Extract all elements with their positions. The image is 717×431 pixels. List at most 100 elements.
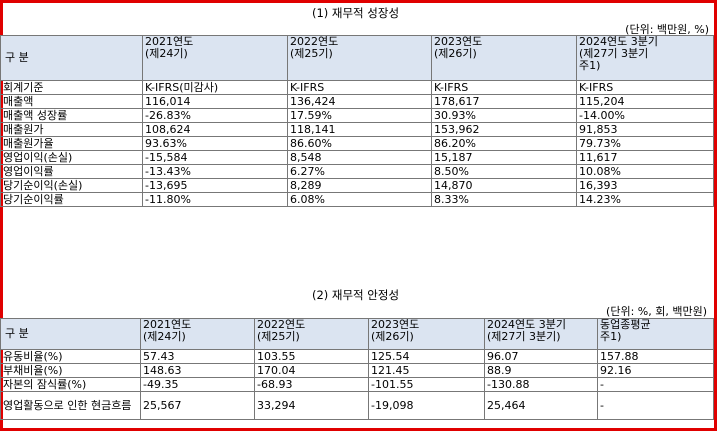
- row-label-cell: 영업활동으로 인한 현금흐름: [0, 391, 141, 420]
- value-cell: 14,870: [431, 178, 577, 193]
- value-cell: K-IFRS: [576, 80, 714, 95]
- growth-header-2022: 2022연도 (제25기): [287, 35, 432, 81]
- stability-header-label: 구 분: [0, 318, 141, 350]
- stability-header-2021: 2021연도 (제24기): [140, 318, 255, 350]
- value-cell: 25,464: [484, 391, 598, 420]
- value-cell: 91,853: [576, 122, 714, 137]
- growth-header-2021: 2021연도 (제24기): [142, 35, 288, 81]
- growth-table-row: 매출원가율 93.63% 86.60% 86.20% 79.73%: [0, 136, 714, 151]
- value-cell: 178,617: [431, 94, 577, 109]
- value-cell: 30.93%: [431, 108, 577, 123]
- row-label-cell: 영업이익(손실): [0, 150, 143, 165]
- growth-table-row: 매출액 성장률 -26.83% 17.59% 30.93% -14.00%: [0, 108, 714, 123]
- value-cell: 8.50%: [431, 164, 577, 179]
- value-cell: 103.55: [254, 349, 369, 364]
- value-cell: 8.33%: [431, 192, 577, 207]
- stability-header-2023: 2023연도 (제26기): [368, 318, 485, 350]
- value-cell: 92.16: [597, 363, 714, 378]
- stability-header-2022: 2022연도 (제25기): [254, 318, 369, 350]
- value-cell: -11.80%: [142, 192, 288, 207]
- value-cell: -68.93: [254, 377, 369, 392]
- value-cell: 79.73%: [576, 136, 714, 151]
- row-label-cell: 유동비율(%): [0, 349, 141, 364]
- row-label-cell: 매출액: [0, 94, 143, 109]
- row-label-cell: 회계기준: [0, 80, 143, 95]
- value-cell: -101.55: [368, 377, 485, 392]
- stability-table-row: 자본의 잠식률(%) -49.35 -68.93 -101.55 -130.88-: [0, 377, 714, 392]
- stability-table-row: 유동비율(%) 57.43 103.55 125.54 96.07 157.88: [0, 349, 714, 364]
- row-label-cell: 당기순이익(손실): [0, 178, 143, 193]
- growth-header-2023: 2023연도 (제26기): [431, 35, 577, 81]
- value-cell: 86.60%: [287, 136, 432, 151]
- stability-table: 구 분 2021연도 (제24기) 2022연도 (제25기) 2023연도 (…: [0, 318, 714, 420]
- row-label-cell: 자본의 잠식률(%): [0, 377, 141, 392]
- section2-unit: (단위: %, 회, 백만원): [606, 305, 707, 318]
- growth-table-row: 매출원가 108,624 118,141 153,962 91,853: [0, 122, 714, 137]
- value-cell: 57.43: [140, 349, 255, 364]
- growth-table-row: 영업이익률 -13.43% 6.27% 8.50% 10.08%: [0, 164, 714, 179]
- stability-table-row: 부채비율(%) 148.63 170.04 121.45 88.9 92.16: [0, 363, 714, 378]
- value-cell: 96.07: [484, 349, 598, 364]
- stability-header-row: 구 분 2021연도 (제24기) 2022연도 (제25기) 2023연도 (…: [0, 318, 714, 350]
- value-cell: 136,424: [287, 94, 432, 109]
- stability-table-row: 영업활동으로 인한 현금흐름 25,567 33,294 -19,098 25,464-: [0, 391, 714, 420]
- value-cell: -130.88: [484, 377, 598, 392]
- value-cell: -13,695: [142, 178, 288, 193]
- value-cell: 170.04: [254, 363, 369, 378]
- row-label-cell: 당기순이익률: [0, 192, 143, 207]
- value-cell: K-IFRS: [431, 80, 577, 95]
- value-cell: 15,187: [431, 150, 577, 165]
- value-cell: 148.63: [140, 363, 255, 378]
- growth-table-row: 당기순이익률 -11.80% 6.08% 8.33% 14.23%: [0, 192, 714, 207]
- value-cell: 121.45: [368, 363, 485, 378]
- value-cell: -: [597, 377, 714, 392]
- growth-header-row: 구 분 2021연도 (제24기) 2022연도 (제25기) 2023연도 (…: [0, 35, 714, 81]
- value-cell: 88.9: [484, 363, 598, 378]
- section1-unit: (단위: 백만원, %): [625, 23, 709, 36]
- value-cell: 8,548: [287, 150, 432, 165]
- value-cell: 25,567: [140, 391, 255, 420]
- value-cell: 6.08%: [287, 192, 432, 207]
- value-cell: 157.88: [597, 349, 714, 364]
- value-cell: -13.43%: [142, 164, 288, 179]
- value-cell: -: [597, 391, 714, 420]
- value-cell: K-IFRS: [287, 80, 432, 95]
- row-label-cell: 부채비율(%): [0, 363, 141, 378]
- value-cell: 16,393: [576, 178, 714, 193]
- value-cell: 10.08%: [576, 164, 714, 179]
- value-cell: -19,098: [368, 391, 485, 420]
- section2-title: (2) 재무적 안정성: [311, 288, 400, 302]
- stability-header-2024q3: 2024연도 3분기 (제27기 3분기): [484, 318, 598, 350]
- value-cell: 93.63%: [142, 136, 288, 151]
- growth-table-row: 영업이익(손실) -15,584 8,548 15,187 11,617: [0, 150, 714, 165]
- value-cell: 14.23%: [576, 192, 714, 207]
- value-cell: 33,294: [254, 391, 369, 420]
- value-cell: -49.35: [140, 377, 255, 392]
- value-cell: -14.00%: [576, 108, 714, 123]
- growth-table-row: 회계기준 K-IFRS(미감사) K-IFRS K-IFRS K-IFRS: [0, 80, 714, 95]
- value-cell: 125.54: [368, 349, 485, 364]
- stability-header-industry-avg: 동업종평균 주1): [597, 318, 714, 350]
- growth-table: 구 분 2021연도 (제24기) 2022연도 (제25기) 2023연도 (…: [0, 35, 714, 207]
- value-cell: 153,962: [431, 122, 577, 137]
- row-label-cell: 매출액 성장률: [0, 108, 143, 123]
- growth-header-2024q3: 2024연도 3분기 (제27기 3분기 주1): [576, 35, 714, 81]
- growth-table-row: 당기순이익(손실) -13,695 8,289 14,870 16,393: [0, 178, 714, 193]
- growth-header-label: 구 분: [0, 35, 143, 81]
- row-label-cell: 매출원가: [0, 122, 143, 137]
- value-cell: 118,141: [287, 122, 432, 137]
- value-cell: 115,204: [576, 94, 714, 109]
- value-cell: 108,624: [142, 122, 288, 137]
- value-cell: -26.83%: [142, 108, 288, 123]
- row-label-cell: 매출원가율: [0, 136, 143, 151]
- value-cell: K-IFRS(미감사): [142, 80, 288, 95]
- value-cell: 8,289: [287, 178, 432, 193]
- value-cell: 86.20%: [431, 136, 577, 151]
- growth-table-row: 매출액 116,014 136,424 178,617 115,204: [0, 94, 714, 109]
- value-cell: -15,584: [142, 150, 288, 165]
- value-cell: 6.27%: [287, 164, 432, 179]
- value-cell: 11,617: [576, 150, 714, 165]
- value-cell: 17.59%: [287, 108, 432, 123]
- row-label-cell: 영업이익률: [0, 164, 143, 179]
